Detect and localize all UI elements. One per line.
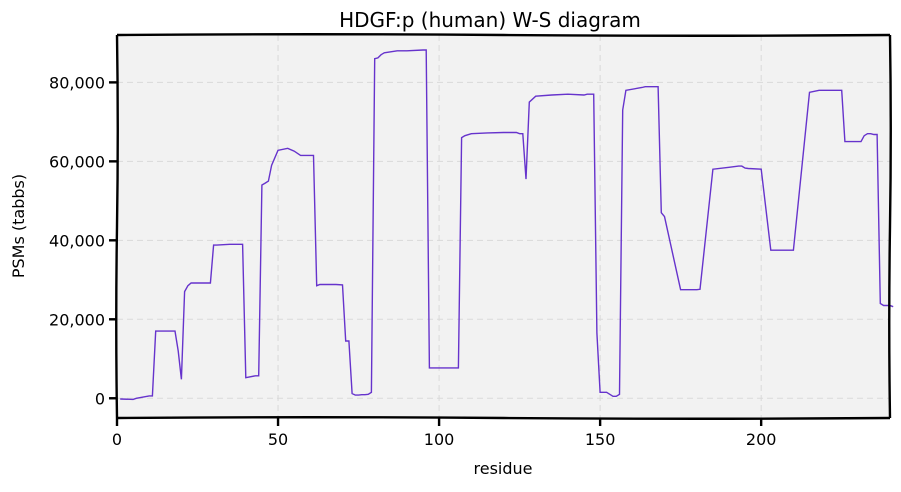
series-line-psms	[120, 49, 894, 401]
frame-right	[888, 34, 892, 419]
y-tick-label: 40,000	[49, 231, 105, 250]
x-tick-label: 100	[424, 430, 455, 449]
y-tick-label: 0	[95, 389, 105, 408]
x-tick-label: 200	[746, 430, 777, 449]
x-tick-label: 50	[268, 430, 288, 449]
frame-bottom	[116, 416, 891, 420]
plot-background	[117, 35, 890, 418]
grid	[116, 35, 890, 418]
x-tick-label: 0	[112, 430, 122, 449]
y-tick-label: 20,000	[49, 310, 105, 329]
y-axis-title: PSMs (tabbs)	[9, 174, 28, 278]
frame-left	[115, 34, 119, 419]
y-tick-label: 60,000	[49, 152, 105, 171]
chart-title: HDGF:p (human) W-S diagram	[339, 8, 641, 32]
axis-ticks: 0 50 100 150 200 0 20,000 40,000 60,000 80,000	[49, 73, 776, 449]
x-tick-label: 150	[585, 430, 616, 449]
y-tick-label: 80,000	[49, 73, 105, 92]
frame-top	[116, 33, 891, 37]
plot-frame	[115, 33, 892, 420]
x-axis-title: residue	[474, 459, 533, 478]
